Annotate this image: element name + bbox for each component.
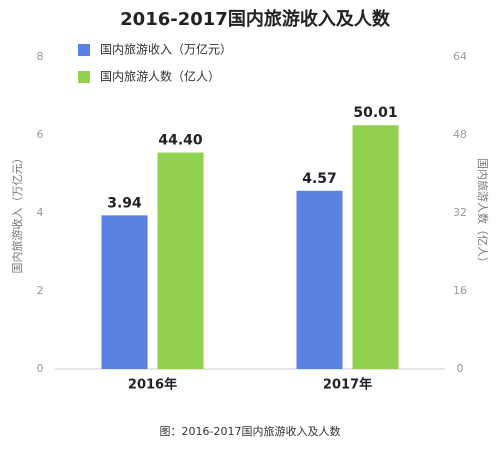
y-tick-label: 0 — [37, 362, 44, 375]
y2-tick-label: 48 — [453, 128, 467, 141]
legend-label: 国内旅游收入（万亿元） — [100, 42, 232, 57]
legend-label: 国内旅游人数（亿人） — [100, 69, 220, 84]
bar — [101, 215, 148, 369]
data-label: 50.01 — [353, 105, 397, 121]
x-tick-label: 2016年 — [128, 377, 177, 393]
caption: 图：2016-2017国内旅游收入及人数 — [160, 424, 341, 438]
y2-tick-label: 16 — [453, 284, 467, 297]
y2-axis-title: 国内旅游人数（亿人） — [476, 158, 490, 268]
y2-tick-label: 64 — [453, 50, 467, 63]
bar — [157, 152, 204, 369]
bar — [352, 125, 399, 369]
data-label: 4.57 — [302, 171, 337, 187]
y2-tick-label: 0 — [457, 362, 464, 375]
y2-tick-label: 32 — [453, 206, 467, 219]
y-tick-label: 8 — [37, 50, 44, 63]
y-tick-label: 6 — [37, 128, 44, 141]
bar — [296, 190, 343, 369]
legend-swatch — [78, 71, 90, 83]
data-label: 44.40 — [158, 133, 203, 149]
data-label: 3.94 — [107, 195, 142, 211]
x-tick-label: 2017年 — [323, 377, 372, 393]
y-tick-label: 4 — [37, 206, 44, 219]
chart-title: 2016-2017国内旅游收入及人数 — [120, 8, 391, 30]
y-tick-label: 2 — [37, 284, 44, 297]
y-axis-title: 国内旅游收入（万亿元） — [10, 153, 24, 274]
legend-swatch — [78, 44, 90, 56]
